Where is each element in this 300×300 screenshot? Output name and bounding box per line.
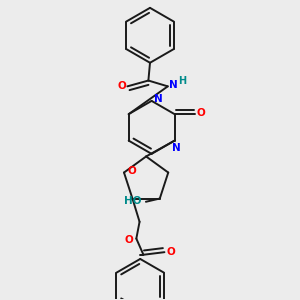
Text: O: O [197,109,206,118]
Text: N: N [169,80,178,90]
Text: O: O [128,166,136,176]
Text: N: N [154,94,163,104]
Text: O: O [167,247,175,256]
Text: H: H [178,76,187,86]
Text: O: O [117,81,126,91]
Text: O: O [125,235,134,245]
Text: N: N [172,143,181,153]
Text: HO: HO [124,196,142,206]
